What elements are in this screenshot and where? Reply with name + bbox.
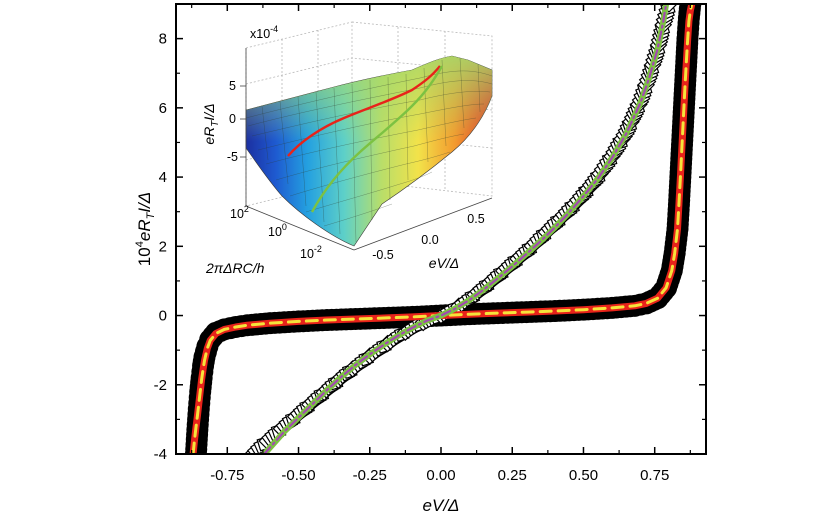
main-plot: -0.75 -0.50 -0.25 0.00 0.25 0.50 0.75 -4-20246…: [134, 3, 707, 515]
y-axis-label-prefix: 10: [135, 247, 154, 266]
y-axis-label-sub: T: [145, 211, 157, 219]
inset-y-tick-base: 10: [268, 225, 282, 239]
inset-z-scale-base: x10: [250, 27, 270, 41]
inset-z-tick: 5: [229, 79, 236, 93]
inset-z-label: eRTI/Δ: [201, 103, 221, 144]
series-theory-blockade-dashed-: [191, 4, 694, 454]
inset-y-tick-exp: 2: [244, 204, 249, 214]
inset-green-curve: [310, 65, 444, 213]
inset-y-tick: 10-2: [300, 244, 322, 261]
inset-z-label-tail: I/Δ: [201, 103, 217, 120]
inset-z-label-sub: T: [210, 120, 221, 127]
inset-x-tick: 0.5: [467, 212, 484, 226]
series-theory-ohmic-dash-dot-: [263, 4, 668, 454]
inset-z-tick: 0: [229, 112, 236, 126]
y-axis-label: 104eRTI/Δ: [134, 192, 157, 266]
inset-z-ticks: 5 0 -5: [227, 79, 246, 164]
inset-surface-plot: 5 0 -5 x10-4 eRTI/Δ -0.5 0.0 0.5 eV/Δ 10…: [201, 21, 493, 276]
x-tick-label: 0.25: [498, 467, 527, 484]
inset-x-tick: -0.5: [372, 248, 394, 262]
y-tick-label: 6: [159, 100, 167, 117]
series-layer: [184, 4, 702, 454]
x-tick-label: 0.50: [569, 467, 598, 484]
y-tick-label: 4: [159, 169, 167, 186]
x-tick-label: -0.75: [210, 467, 244, 484]
inset-y-tick-base: 10: [300, 247, 314, 261]
svg-text:104eRTI/Δ: 104eRTI/Δ: [134, 192, 157, 266]
y-tick-label: 0: [159, 308, 167, 325]
y-axis-ticks: -4 -2 0 2 4 6 8: [154, 3, 706, 463]
y-tick-label: -2: [154, 377, 167, 394]
inset-x-label: eV/Δ: [429, 255, 459, 271]
inset-y-tick-exp: 0: [282, 222, 287, 232]
inset-x-ticks: -0.5 0.0 0.5: [372, 212, 485, 262]
inset-y-tick: 100: [268, 222, 287, 239]
inset-y-tick-base: 10: [230, 207, 244, 221]
inset-y-ticks: 102 100 10-2: [230, 204, 322, 261]
x-tick-label: -0.25: [353, 467, 387, 484]
inset-red-curve: [287, 65, 441, 157]
inset-z-tick: -5: [227, 150, 238, 164]
series-line: [191, 4, 694, 454]
inset-y-label: 2πΔRC/h: [205, 260, 265, 276]
inset-surface-mesh: [245, 57, 493, 243]
inset-axes: [245, 48, 493, 251]
inset-x-tick: 0.0: [421, 233, 438, 247]
x-tick-label: 0.75: [640, 467, 669, 484]
inset-z-scale: x10-4: [250, 24, 278, 41]
y-tick-label: 8: [159, 31, 167, 48]
inset-y-tick-exp: -2: [314, 244, 322, 254]
y-axis-label-main: eR: [135, 219, 154, 241]
inset-surface-shade: [246, 56, 492, 246]
inset-z-label-main: eR: [201, 127, 217, 145]
svg-text:eRTI/Δ: eRTI/Δ: [201, 103, 221, 144]
x-tick-label: 0.00: [426, 467, 455, 484]
x-tick-label: -0.50: [281, 467, 315, 484]
y-tick-label: 2: [159, 238, 167, 255]
inset-z-scale-exp: -4: [270, 24, 278, 34]
y-axis-label-exp: 4: [134, 241, 146, 247]
x-axis-label: eV/Δ: [423, 496, 460, 515]
y-tick-label: -4: [154, 446, 167, 463]
inset-y-tick: 102: [230, 204, 249, 221]
y-axis-label-tail: I/Δ: [135, 192, 154, 213]
series-line: [263, 4, 668, 454]
x-axis-ticks: -0.75 -0.50 -0.25 0.00 0.25 0.50 0.75: [191, 4, 691, 484]
